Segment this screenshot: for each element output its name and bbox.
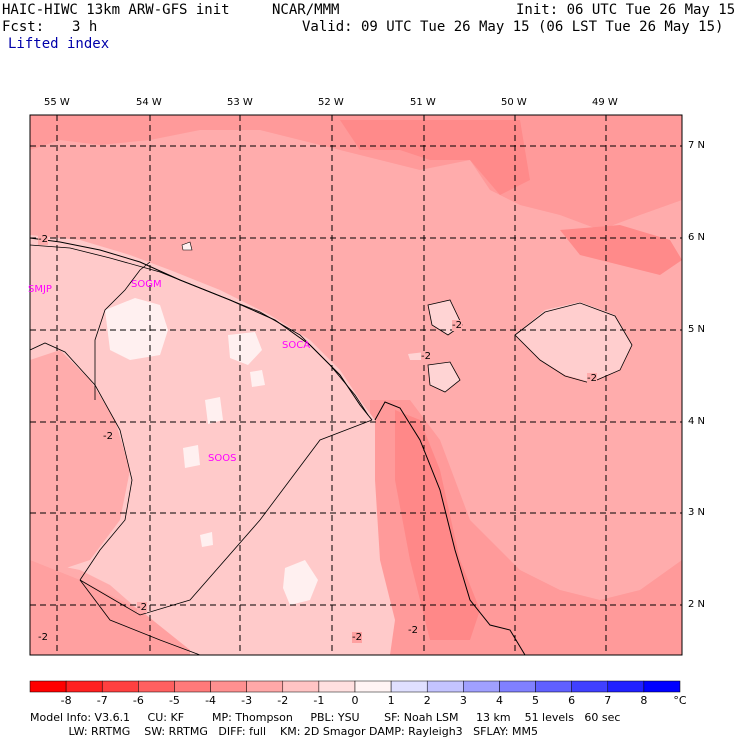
fill-level-minus3-southwest: [30, 560, 190, 655]
colorbar-tick-label: -3: [241, 694, 253, 707]
forecast-label: Fcst:: [2, 19, 45, 35]
station-label: SOCA: [282, 340, 311, 351]
colorbar: [29, 680, 681, 693]
colorbar-swatch: [282, 680, 320, 693]
valid-time: Valid: 09 UTC Tue 26 May 15 (06 LST Tue …: [302, 19, 724, 35]
colorbar-tick-label: -7: [96, 694, 108, 707]
colorbar-tick-label: 2: [423, 694, 431, 707]
contour-label: -2: [421, 351, 431, 362]
contour-label: -2: [38, 632, 48, 643]
colorbar-swatch: [210, 680, 247, 693]
field-name: Lifted index: [8, 36, 110, 52]
colorbar-tick-label: 4: [495, 694, 503, 707]
colorbar-swatch: [499, 680, 536, 693]
station-label: SOGM: [131, 279, 162, 290]
fill-level-0-e: [183, 445, 200, 468]
contour-label: -2: [352, 632, 362, 643]
fill-level-0-d: [205, 397, 223, 424]
colorbar-swatch: [101, 680, 139, 693]
fill-level-minus1-ocean-a: [515, 302, 632, 382]
filled-contours: [30, 115, 682, 655]
colorbar-tick-label: -1: [313, 694, 325, 707]
model-info-line1: Model Info: V3.6.1 CU: KF MP: Thompson P…: [30, 711, 621, 724]
contour-line-ocean-c: [427, 361, 461, 393]
map-frame: [29, 114, 683, 656]
colorbar-tick-label: -8: [60, 694, 72, 707]
contour-line-inland: [94, 261, 151, 400]
colorbar-tick-label: 0: [351, 694, 359, 707]
lon-label: 53 W: [227, 97, 253, 108]
fill-level-0-f: [283, 560, 318, 605]
fill-level-0-c: [250, 370, 265, 387]
contour-label: -2: [408, 625, 418, 636]
colorbar-tick-label: 7: [604, 694, 612, 707]
colorbar-swatch: [643, 680, 681, 693]
lat-lon-grid: [30, 115, 682, 655]
fill-level-minus1-ocean-d: [408, 352, 425, 360]
fill-level-0-g: [200, 532, 213, 547]
colorbar-swatch: [138, 680, 175, 693]
contour-label: -2: [38, 234, 48, 245]
colorbar-swatch: [463, 680, 500, 693]
lon-label: 51 W: [410, 97, 436, 108]
contour-label: -2: [452, 320, 462, 331]
fill-level-minus2-west: [30, 350, 130, 570]
colorbar-tick-label: 6: [568, 694, 576, 707]
colorbar-tick-label: -2: [277, 694, 289, 707]
fill-level-minus4-coast: [395, 410, 480, 640]
lat-label: 5 N: [688, 324, 706, 335]
colorbar-swatch: [65, 680, 103, 693]
colorbar-tick-label: 1: [387, 694, 395, 707]
fill-level-minus1-ocean-c: [428, 362, 460, 392]
lon-label: 55 W: [44, 97, 70, 108]
lon-label: 52 W: [318, 97, 344, 108]
model-info-line2: LW: RRTMG SW: RRTMG DIFF: full KM: 2D Sm…: [30, 725, 538, 738]
border-line-east: [374, 401, 526, 655]
lon-label: 49 W: [592, 97, 618, 108]
colorbar-swatch: [174, 680, 211, 693]
contour-label: -2: [103, 431, 113, 442]
colorbar-tick-label: 3: [459, 694, 467, 707]
contour-line-islet: [181, 241, 193, 251]
colorbar-swatch: [354, 680, 392, 693]
contour-line-south: [79, 579, 201, 655]
lat-label: 2 N: [688, 599, 706, 610]
center-label: NCAR/MMM: [272, 2, 340, 18]
colorbar-tick-label: -5: [168, 694, 180, 707]
fill-level-minus4-north: [340, 120, 530, 195]
colorbar-tick-label: -4: [205, 694, 217, 707]
lat-label: 6 N: [688, 232, 706, 243]
station-label: SOOS: [208, 453, 237, 464]
lat-label: 7 N: [688, 140, 706, 151]
colorbar-swatch: [29, 680, 67, 693]
model-title: HAIC-HIWC 13km ARW-GFS init: [2, 2, 230, 18]
colorbar-tick-label: -6: [132, 694, 144, 707]
colorbar-swatch: [246, 680, 284, 693]
station-label: SMJP: [28, 284, 52, 295]
init-time: Init: 06 UTC Tue 26 May 15: [516, 2, 736, 18]
lat-label: 4 N: [688, 416, 706, 427]
border-line-south: [79, 419, 373, 616]
colorbar-tick-label: 8: [640, 694, 648, 707]
fill-level-0-a: [105, 298, 168, 360]
contour-line-west: [30, 342, 133, 581]
colorbar-tick-label: 5: [532, 694, 540, 707]
colorbar-swatch: [426, 680, 464, 693]
contour-line-coast-b: [30, 244, 369, 416]
contour-label: -2: [137, 602, 147, 613]
colorbar-swatch: [607, 680, 645, 693]
colorbar-unit: °C: [673, 694, 687, 707]
lon-label: 50 W: [501, 97, 527, 108]
colorbar-swatch: [318, 680, 356, 693]
lat-label: 3 N: [688, 507, 706, 518]
colorbar-swatch: [390, 680, 428, 693]
forecast-value: 3 h: [72, 19, 98, 35]
colorbar-swatch: [571, 680, 609, 693]
fill-level-0-b: [228, 332, 262, 365]
contour-line-ocean-a: [514, 302, 633, 384]
lon-label: 54 W: [136, 97, 162, 108]
contour-label: -2: [587, 373, 597, 384]
colorbar-swatch: [535, 680, 572, 693]
